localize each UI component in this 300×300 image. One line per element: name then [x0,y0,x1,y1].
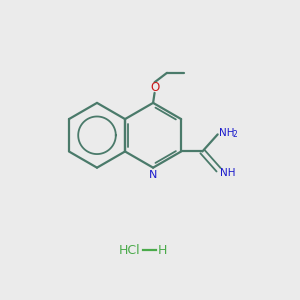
Text: NH: NH [219,128,234,138]
Text: NH: NH [220,168,235,178]
Text: H: H [158,244,167,256]
Text: HCl: HCl [118,244,140,256]
Text: 2: 2 [233,130,238,139]
Text: N: N [149,170,157,180]
Text: O: O [150,81,159,94]
